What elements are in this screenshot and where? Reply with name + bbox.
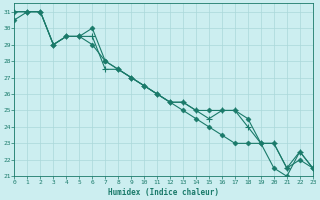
X-axis label: Humidex (Indice chaleur): Humidex (Indice chaleur) [108,188,219,197]
